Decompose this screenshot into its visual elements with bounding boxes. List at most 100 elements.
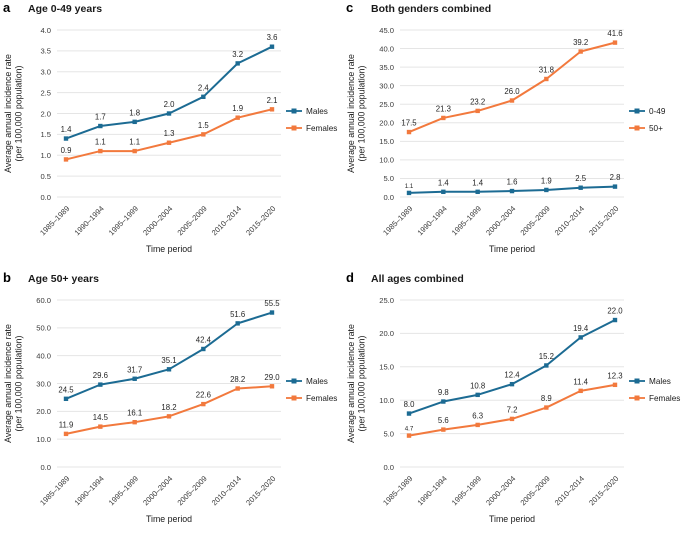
x-tick-label: 2005–2009: [519, 474, 552, 507]
data-label: 55.5: [264, 299, 280, 308]
x-tick-label: 2000–2004: [141, 204, 174, 237]
panel-title: All ages combined: [371, 273, 464, 285]
panel-title: Age 50+ years: [28, 273, 99, 285]
panel-b-chart: 0.0 10.0 20.0 30.0 40.0 50.0 60.0 1985–1989 1990…: [0, 270, 342, 540]
data-label: 1.6: [507, 178, 518, 187]
y-tick-label: 10.0: [379, 396, 394, 405]
data-point: [544, 405, 549, 410]
y-tick-label: 3.0: [40, 68, 51, 77]
y-tick-label: 10.0: [36, 435, 51, 444]
legend-item: Females: [286, 124, 337, 133]
data-label: 28.2: [230, 375, 245, 384]
legend-label: Males: [306, 377, 328, 386]
y-tick-label: 4.0: [40, 26, 51, 35]
panel-d: d All ages combined 0.0 5.0 10.0 15.0 20.0 25…: [343, 270, 685, 540]
data-label: 1.7: [95, 113, 106, 122]
data-label: 1.4: [472, 178, 484, 187]
legend-label: Males: [649, 377, 671, 386]
x-tick-label: 2010–2014: [553, 474, 586, 507]
data-point: [406, 411, 412, 416]
data-point: [132, 419, 137, 425]
y-tick-label: 1.0: [40, 151, 51, 160]
data-label: 41.6: [607, 29, 622, 38]
panel-a-header: a Age 0-49 years: [0, 0, 342, 20]
legend-marker: [634, 125, 640, 131]
data-label: 35.1: [161, 356, 176, 365]
x-axis-title: Time period: [489, 244, 535, 254]
data-label: 19.4: [573, 324, 589, 333]
y-tick-label: 0.0: [40, 463, 51, 472]
data-label: 0.9: [61, 146, 72, 155]
data-point: [544, 363, 549, 368]
data-label: 23.2: [470, 97, 485, 106]
legend-marker: [291, 125, 297, 131]
data-label: 14.5: [93, 413, 109, 422]
data-label: 29.6: [93, 371, 108, 380]
data-label: 18.2: [161, 403, 176, 412]
y-tick-label: 40.0: [379, 44, 394, 53]
x-axis-title: Time period: [146, 244, 192, 254]
data-label: 21.3: [436, 104, 451, 113]
panel-letter: b: [3, 270, 11, 285]
legend-label: Females: [649, 394, 680, 403]
legend-marker: [634, 378, 640, 384]
data-label: 1.1: [95, 138, 106, 147]
data-point: [544, 76, 549, 82]
legend-marker: [634, 395, 640, 401]
data-point: [98, 123, 103, 129]
legend-label: 50+: [649, 124, 663, 133]
x-tick-label: 2015–2020: [587, 204, 620, 237]
data-label: 1.8: [129, 108, 140, 117]
y-axis-title-line1: Average annual incidence rate: [346, 324, 356, 443]
data-point: [509, 98, 515, 103]
legend-item: Females: [286, 394, 337, 403]
x-tick-label: 1985–1989: [38, 204, 71, 237]
data-label: 11.9: [59, 420, 74, 429]
x-tick-label: 1985–1989: [381, 474, 414, 507]
x-tick-label: 2000–2004: [484, 204, 517, 237]
panel-c: c Both genders combined 0.0 5.0 10.0 15.0 20…: [343, 0, 685, 270]
data-label: 2.1: [267, 96, 278, 105]
data-label: 4.7: [405, 426, 414, 433]
x-tick-label: 2015–2020: [244, 204, 277, 237]
chart-canvas: 0.0 5.0 10.0 15.0 20.0 25.0 1985–1989 1990–1994…: [346, 296, 680, 524]
data-label: 15.2: [539, 352, 554, 361]
data-point: [63, 396, 69, 402]
data-point: [201, 94, 206, 99]
data-label: 12.3: [607, 371, 622, 380]
x-tick-label: 2005–2009: [176, 204, 209, 237]
data-label: 2.4: [198, 83, 210, 92]
y-tick-label: 0.0: [40, 193, 51, 202]
data-point: [509, 416, 515, 422]
data-point: [132, 376, 137, 381]
data-point: [441, 115, 446, 121]
data-point: [132, 148, 137, 154]
data-point: [475, 189, 480, 195]
data-point: [406, 190, 412, 196]
y-tick-label: 20.0: [379, 329, 394, 338]
data-point: [201, 401, 206, 407]
y-axis-title-line2: (per 100,000 population): [357, 336, 367, 432]
x-tick-label: 1995–1999: [107, 474, 140, 507]
data-point: [201, 346, 206, 352]
y-tick-label: 40.0: [36, 351, 51, 360]
data-point: [441, 399, 446, 404]
x-tick-label: 1990–1994: [416, 204, 449, 237]
data-label: 22.0: [607, 307, 623, 316]
y-tick-label: 30.0: [379, 81, 394, 90]
data-label: 2.0: [164, 100, 176, 109]
data-label: 10.8: [470, 381, 485, 390]
panel-letter: c: [346, 0, 354, 15]
y-tick-label: 1.5: [40, 130, 51, 139]
y-tick-label: 25.0: [379, 100, 394, 109]
y-axis-title-line2: (per 100,000 population): [14, 336, 24, 432]
panel-b: b Age 50+ years 0.0 10.0 20.0 30.0 40.0 50.0 6…: [0, 270, 342, 540]
data-point: [406, 433, 412, 438]
data-label: 1.5: [198, 121, 210, 130]
y-tick-label: 0.0: [383, 193, 394, 202]
y-tick-label: 30.0: [36, 379, 51, 388]
data-label: 7.2: [507, 405, 518, 414]
data-label: 11.4: [573, 377, 588, 386]
data-label: 1.1: [129, 138, 140, 147]
